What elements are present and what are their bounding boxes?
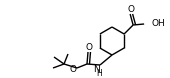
Text: N: N — [93, 65, 99, 73]
Text: H: H — [96, 68, 102, 78]
Text: O: O — [70, 65, 76, 73]
Text: O: O — [86, 43, 93, 52]
Text: O: O — [128, 5, 135, 14]
Text: OH: OH — [151, 20, 165, 28]
